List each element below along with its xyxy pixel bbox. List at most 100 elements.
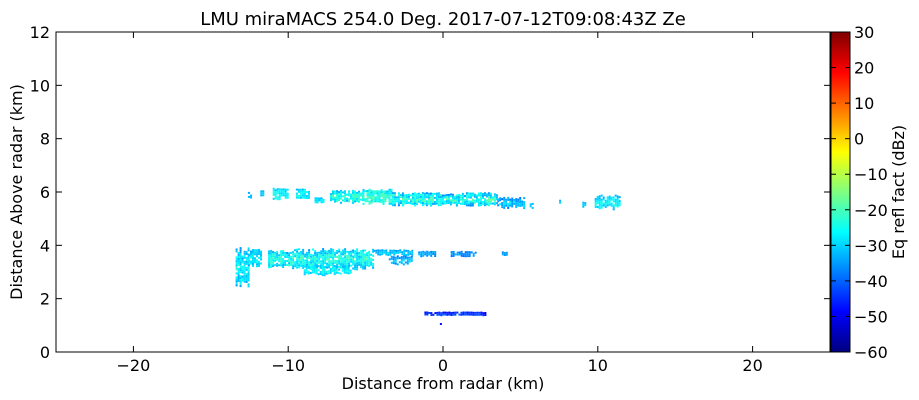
echo-pixel — [491, 202, 494, 205]
echo-pixel — [430, 250, 433, 253]
echo-pixel — [250, 260, 252, 263]
echo-pixel — [452, 313, 455, 316]
echo-pixel — [336, 190, 338, 193]
echo-pixel — [250, 256, 252, 259]
echo-pixel — [425, 196, 428, 199]
echo-pixel — [376, 198, 379, 201]
echo-pixel — [247, 261, 250, 264]
colorbar-tick-label: −30 — [854, 236, 888, 255]
echo-pixel — [362, 265, 365, 268]
echo-pixel — [460, 254, 463, 257]
echo-pixel — [432, 253, 435, 255]
echo-pixel — [326, 252, 329, 255]
echo-pixel — [298, 260, 301, 263]
echo-pixel — [460, 313, 463, 316]
echo-pixel — [310, 261, 313, 264]
echo-pixel — [360, 194, 362, 197]
echo-pixel — [457, 196, 460, 198]
echo-pixel — [245, 268, 248, 271]
echo-pixel — [346, 193, 348, 196]
echo-pixel — [278, 258, 281, 261]
echo-pixel — [247, 255, 250, 258]
echo-pixel — [235, 278, 238, 281]
echo-pixel — [340, 259, 343, 262]
echo-pixel — [390, 188, 393, 191]
echo-pixel — [335, 269, 338, 272]
echo-pixel — [272, 259, 275, 262]
echo-pixel — [401, 251, 404, 254]
echo-pixel — [245, 258, 248, 261]
echo-pixel — [419, 201, 422, 204]
echo-pixel — [296, 260, 299, 263]
echo-pixel — [300, 250, 303, 253]
echo-pixel — [297, 194, 300, 197]
echo-pixel — [472, 252, 475, 255]
echo-pixel — [315, 268, 318, 271]
echo-pixel — [268, 252, 271, 255]
echo-pixel — [260, 262, 262, 265]
echo-pixel — [384, 192, 387, 195]
echo-pixel — [315, 272, 318, 275]
echo-pixel — [294, 253, 297, 256]
echo-pixel — [594, 206, 597, 208]
echo-pixel — [477, 192, 480, 195]
echo-pixel — [513, 202, 516, 205]
echo-pixel — [248, 264, 250, 267]
echo-pixel — [298, 256, 301, 259]
echo-pixel — [479, 196, 482, 199]
echo-pixel — [354, 264, 357, 267]
echo-pixel — [449, 195, 452, 198]
echo-pixel — [342, 259, 345, 262]
echo-pixel — [505, 202, 508, 205]
echo-pixel — [397, 200, 400, 203]
echo-pixel — [501, 198, 504, 201]
echo-pixel — [308, 263, 311, 266]
echo-pixel — [312, 248, 315, 251]
echo-pixel — [417, 198, 420, 201]
echo-pixel — [489, 196, 492, 199]
echo-pixel — [295, 196, 298, 199]
echo-pixel — [256, 251, 258, 254]
echo-pixel — [407, 201, 410, 204]
echo-pixel — [366, 200, 369, 203]
echo-pixel — [446, 313, 449, 316]
echo-pixel — [501, 251, 504, 254]
echo-pixel — [268, 254, 271, 257]
echo-pixel — [376, 190, 379, 193]
echo-pixel — [338, 195, 340, 198]
echo-pixel — [310, 253, 313, 256]
echo-pixel — [435, 194, 438, 197]
echo-pixel — [455, 194, 458, 197]
echo-pixel — [368, 196, 371, 199]
echo-pixel — [320, 199, 323, 202]
echo-pixel — [241, 265, 244, 268]
echo-pixel — [272, 253, 275, 256]
x-tick-label: 20 — [742, 356, 762, 375]
echo-pixel — [348, 260, 351, 263]
echo-pixel — [247, 283, 250, 286]
echo-pixel — [368, 264, 371, 267]
echo-pixel — [340, 193, 342, 196]
echo-pixel — [303, 192, 306, 195]
echo-pixel — [341, 269, 344, 272]
echo-pixel — [406, 258, 409, 261]
echo-pixel — [413, 194, 416, 197]
echo-pixel — [278, 198, 281, 201]
echo-pixel — [334, 253, 337, 256]
echo-pixel — [344, 194, 346, 197]
echo-pixel — [322, 260, 325, 263]
echo-pixel — [519, 197, 522, 199]
echo-pixel — [315, 270, 318, 273]
echo-pixel — [495, 202, 498, 205]
echo-pixel — [366, 258, 369, 261]
echo-pixel — [487, 196, 490, 199]
echo-pixel — [342, 199, 344, 202]
echo-pixel — [598, 197, 601, 200]
echo-pixel — [409, 252, 412, 255]
echo-pixel — [350, 264, 353, 267]
echo-pixel — [403, 200, 406, 203]
echo-pixel — [398, 257, 401, 260]
echo-pixel — [387, 253, 390, 256]
echo-pixel — [374, 192, 377, 195]
echo-pixel — [370, 261, 373, 264]
